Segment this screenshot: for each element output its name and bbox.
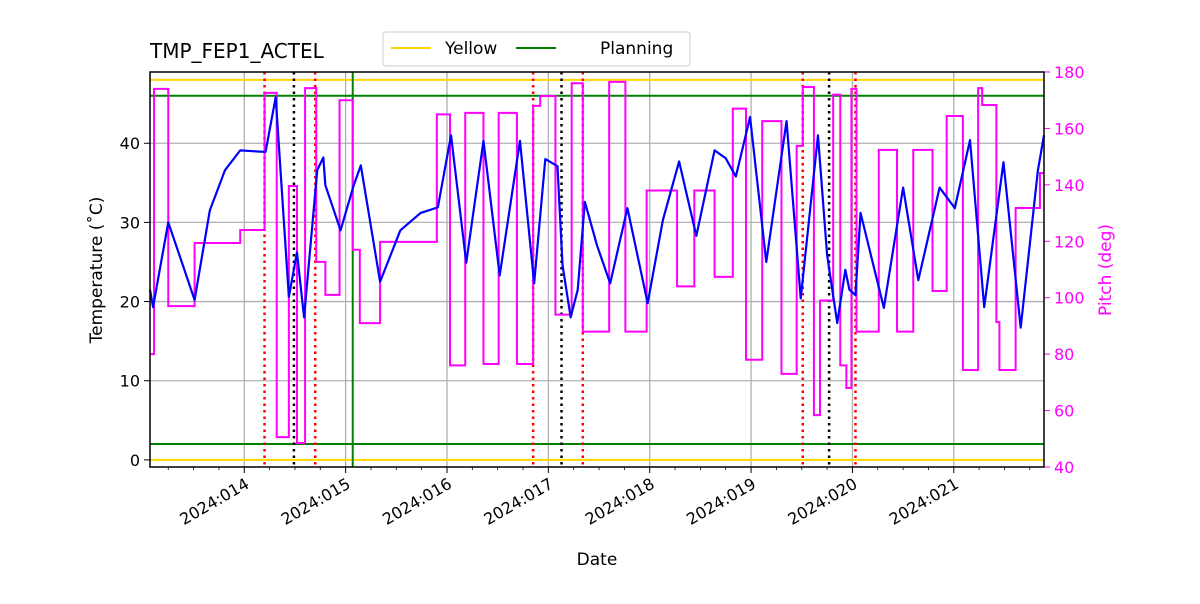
x-tick-label: 2024:020 bbox=[785, 474, 861, 529]
x-tick-label: 2024:015 bbox=[278, 474, 354, 529]
y2-tick-label: 160 bbox=[1054, 119, 1085, 138]
y-tick-label: 10 bbox=[120, 372, 140, 391]
x-tick-label: 2024:014 bbox=[176, 474, 252, 529]
y2-tick-label: 40 bbox=[1054, 458, 1074, 477]
y-tick-label: 20 bbox=[120, 293, 140, 312]
legend-yellow-label: Yellow bbox=[444, 39, 497, 59]
legend-planning-label: Planning bbox=[600, 39, 673, 59]
y2-tick-label: 60 bbox=[1054, 402, 1074, 421]
x-tick-label: 2024:017 bbox=[480, 474, 556, 529]
x-tick-label: 2024:019 bbox=[683, 474, 759, 529]
y2-tick-label: 140 bbox=[1054, 176, 1085, 195]
y-tick-label: 30 bbox=[120, 213, 140, 232]
y-tick-label: 0 bbox=[130, 451, 140, 470]
y-axis-label: Temperature (˚C) bbox=[86, 197, 107, 345]
y2-tick-label: 80 bbox=[1054, 345, 1074, 364]
plot-frame bbox=[150, 72, 1044, 467]
y2-axis-label: Pitch (deg) bbox=[1096, 224, 1116, 316]
x-axis-label: Date bbox=[577, 550, 618, 570]
series bbox=[150, 82, 1044, 443]
x-tick-label: 2024:018 bbox=[582, 474, 658, 529]
x-tick-label: 2024:016 bbox=[379, 474, 455, 529]
y2-tick-label: 100 bbox=[1054, 289, 1085, 308]
temperature-series-line bbox=[150, 97, 1044, 327]
pitch-series-line bbox=[150, 82, 1044, 443]
x-tick-label: 2024:021 bbox=[886, 474, 962, 529]
legend: Yellow Planning bbox=[383, 32, 690, 66]
y2-tick-label: 120 bbox=[1054, 232, 1085, 251]
chart-title: TMP_FEP1_ACTEL bbox=[149, 39, 325, 63]
grid bbox=[150, 72, 1044, 467]
y-tick-label: 40 bbox=[120, 134, 140, 153]
y2-tick-label: 180 bbox=[1054, 63, 1085, 82]
limit-lines bbox=[150, 80, 1044, 460]
